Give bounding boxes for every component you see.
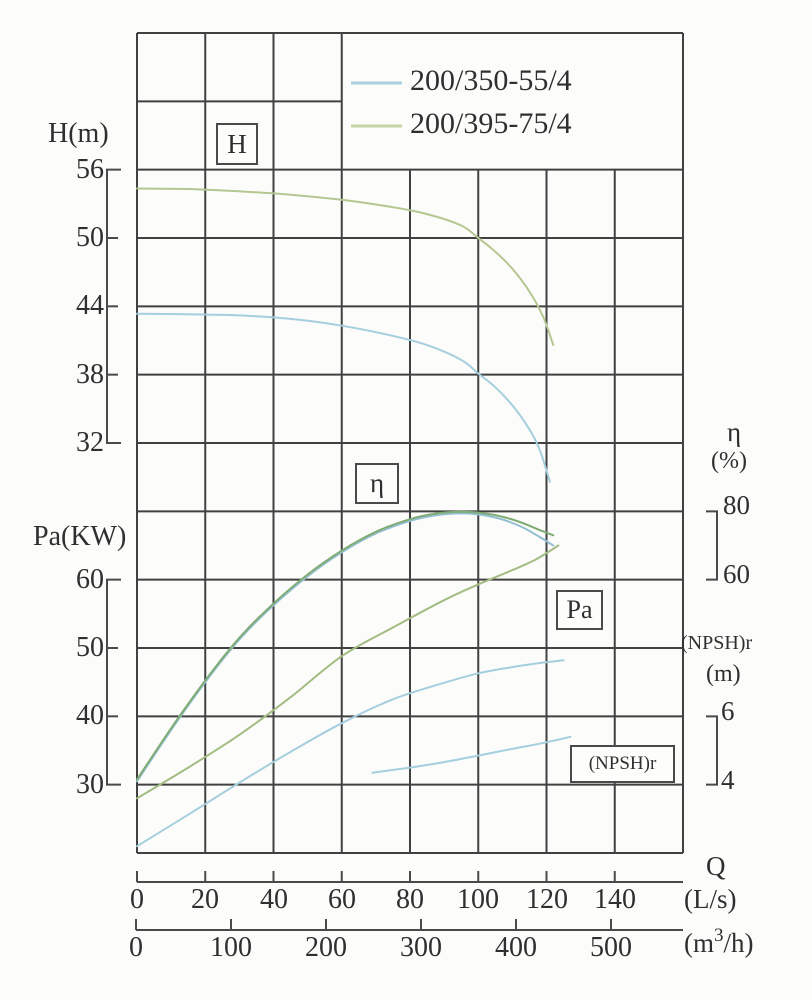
q-ls-tick-label: 100 (457, 884, 499, 915)
pa-tick-label: 50 (76, 632, 104, 663)
h-tick-label: 38 (76, 359, 104, 390)
q-m3h-tick-label: 400 (495, 932, 537, 963)
pa-axis-title: Pa(KW) (33, 521, 127, 552)
q-ls-tick-label: 20 (191, 884, 219, 915)
eta-curve-label-box: η (355, 463, 399, 504)
q-m3h-tick-label: 500 (590, 932, 632, 963)
pa-tick-label: 60 (76, 564, 104, 595)
eta-tick-label: 80 (723, 490, 750, 520)
q-ls-tick-label: 120 (526, 884, 568, 915)
h-tick-label: 56 (76, 154, 104, 185)
curve-npshr-200/350-55/4 (371, 735, 572, 774)
curve-H-200/350-55/4 (136, 312, 551, 483)
q-m3h-tick-label: 300 (400, 932, 442, 963)
curve-eta-200/395-75/4 (136, 510, 555, 781)
legend-label-model-2: 200/395-75/4 (410, 107, 572, 140)
q-ls-tick-label: 40 (260, 884, 288, 915)
q-axis-title: Q (706, 851, 726, 881)
q-m3h-tick-label: 0 (129, 932, 143, 963)
q-ls-tick-label: 60 (328, 884, 356, 915)
q-ls-tick-label: 80 (396, 884, 424, 915)
q-m3h-unit-close: /h) (723, 928, 754, 958)
q-ls-tick-label: 0 (130, 884, 144, 915)
eta-axis-title: η (727, 417, 742, 447)
eta-axis-unit: (%) (711, 448, 747, 474)
q-m3h-unit: (m3/h) (684, 925, 754, 959)
curve-pa-200/350-55/4 (136, 659, 565, 848)
q-m3h-unit-open: (m (684, 928, 714, 958)
npshr-axis-title: (NPSH)r (681, 632, 753, 654)
npshr-curve-label-box: (NPSH)r (570, 745, 675, 783)
h-curve-label-box: H (216, 123, 258, 165)
q-m3h-tick-label: 200 (305, 932, 347, 963)
pa-curve-label-box: Pa (556, 590, 603, 630)
curve-pa-200/395-75/4 (136, 544, 560, 800)
pa-tick-label: 30 (76, 769, 104, 800)
axis-bracket-left (106, 578, 121, 786)
npshr-axis-unit: (m) (706, 661, 741, 687)
eta-tick-label: 60 (723, 559, 750, 589)
npshr-tick-label: 6 (721, 696, 735, 726)
q-m3h-tick-label: 100 (210, 932, 252, 963)
axis-bracket-right (706, 715, 718, 786)
npshr-tick-label: 4 (721, 765, 735, 795)
h-axis-title: H(m) (48, 118, 109, 149)
curve-H-200/395-75/4 (136, 187, 555, 347)
q-m3h-unit-sup: 3 (714, 925, 724, 946)
q-ls-unit: (L/s) (684, 884, 737, 914)
h-tick-label: 50 (76, 222, 104, 253)
legend-label-model-1: 200/350-55/4 (410, 64, 572, 97)
h-tick-label: 32 (76, 427, 104, 458)
pa-tick-label: 40 (76, 700, 104, 731)
curve-eta-200/350-55/4 (136, 512, 555, 783)
h-tick-label: 44 (76, 290, 104, 321)
q-ls-tick-label: 140 (594, 884, 636, 915)
axis-bracket-right (706, 510, 718, 581)
